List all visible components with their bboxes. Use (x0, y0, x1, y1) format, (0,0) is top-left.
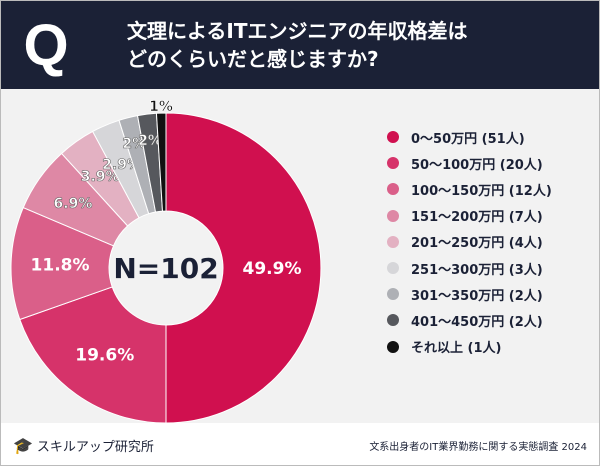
title-line-1: 文理によるITエンジニアの年収格差は (127, 19, 468, 43)
legend-swatch (387, 183, 399, 196)
legend-item: 0〜50万円 (51人) (387, 124, 552, 150)
header: Q 文理によるITエンジニアの年収格差は どのくらいだと感じますか? (1, 1, 599, 89)
chart-area: 49.9% 19.6% 11.8% 6.9% 3.9% 2.9% 2% 2% 1% N=102 0… (1, 89, 599, 423)
q-icon: Q (23, 12, 69, 78)
legend-swatch (387, 288, 399, 301)
legend-label: 251〜300万円 (3人) (411, 262, 543, 278)
legend-item: 50〜100万円 (20人) (387, 150, 552, 176)
data-label: 2% (138, 133, 162, 149)
legend-swatch (387, 340, 399, 353)
data-label: 6.9% (54, 196, 93, 212)
legend-label: 401〜450万円 (2人) (411, 314, 543, 330)
donut-chart: 49.9%19.6%11.8%6.9%3.9%2.9%2%2%1%N=102 (10, 99, 322, 423)
legend-label: 301〜350万円 (2人) (411, 288, 543, 304)
donut-slice (155, 112, 167, 212)
data-label: 19.6% (75, 346, 134, 366)
donut-slice (10, 206, 115, 321)
legend-swatch (387, 314, 399, 327)
footer: 🎓 スキルアップ研究所 文系出身者のIT業界勤務に関する実態調査 2024 (1, 423, 599, 465)
center-label: N=102 (113, 252, 218, 285)
legend-label: 0〜50万円 (51人) (411, 131, 525, 147)
legend-label: それ以上 (1人) (411, 341, 502, 357)
legend-swatch (387, 235, 399, 248)
donut-slice (19, 286, 167, 423)
source-text: 文系出身者のIT業界勤務に関する実態調査 2024 (369, 442, 587, 453)
legend-swatch (387, 131, 399, 144)
legend-swatch (387, 209, 399, 222)
data-label: 49.9% (243, 259, 302, 279)
legend: 0〜50万円 (51人) 50〜100万円 (20人) 100〜150万円 (12人… (387, 124, 552, 360)
legend-item: 201〜250万円 (4人) (387, 229, 552, 255)
legend-item: 301〜350万円 (2人) (387, 281, 552, 307)
legend-item: 100〜150万円 (12人) (387, 176, 552, 202)
legend-label: 201〜250万円 (4人) (411, 236, 543, 252)
legend-swatch (387, 262, 399, 275)
legend-item: それ以上 (1人) (387, 334, 552, 360)
legend-label: 50〜100万円 (20人) (411, 157, 543, 173)
donut-slice (165, 112, 322, 423)
brand: 🎓 スキルアップ研究所 (13, 436, 154, 455)
owl-logo-icon: 🎓 (13, 436, 33, 455)
data-label: 11.8% (31, 256, 90, 276)
title-line-2: どのくらいだと感じますか? (127, 47, 379, 71)
page-title: 文理によるITエンジニアの年収格差は どのくらいだと感じますか? (127, 17, 467, 73)
legend-label: 151〜200万円 (7人) (411, 210, 543, 226)
data-label: 1% (149, 99, 173, 115)
data-label: 2% (122, 136, 146, 152)
data-label: 3.9% (81, 169, 120, 185)
legend-label: 100〜150万円 (12人) (411, 183, 552, 199)
legend-swatch (387, 157, 399, 170)
brand-name: スキルアップ研究所 (36, 440, 154, 455)
legend-item: 251〜300万円 (3人) (387, 255, 552, 281)
legend-item: 151〜200万円 (7人) (387, 203, 552, 229)
legend-item: 401〜450万円 (2人) (387, 307, 552, 333)
